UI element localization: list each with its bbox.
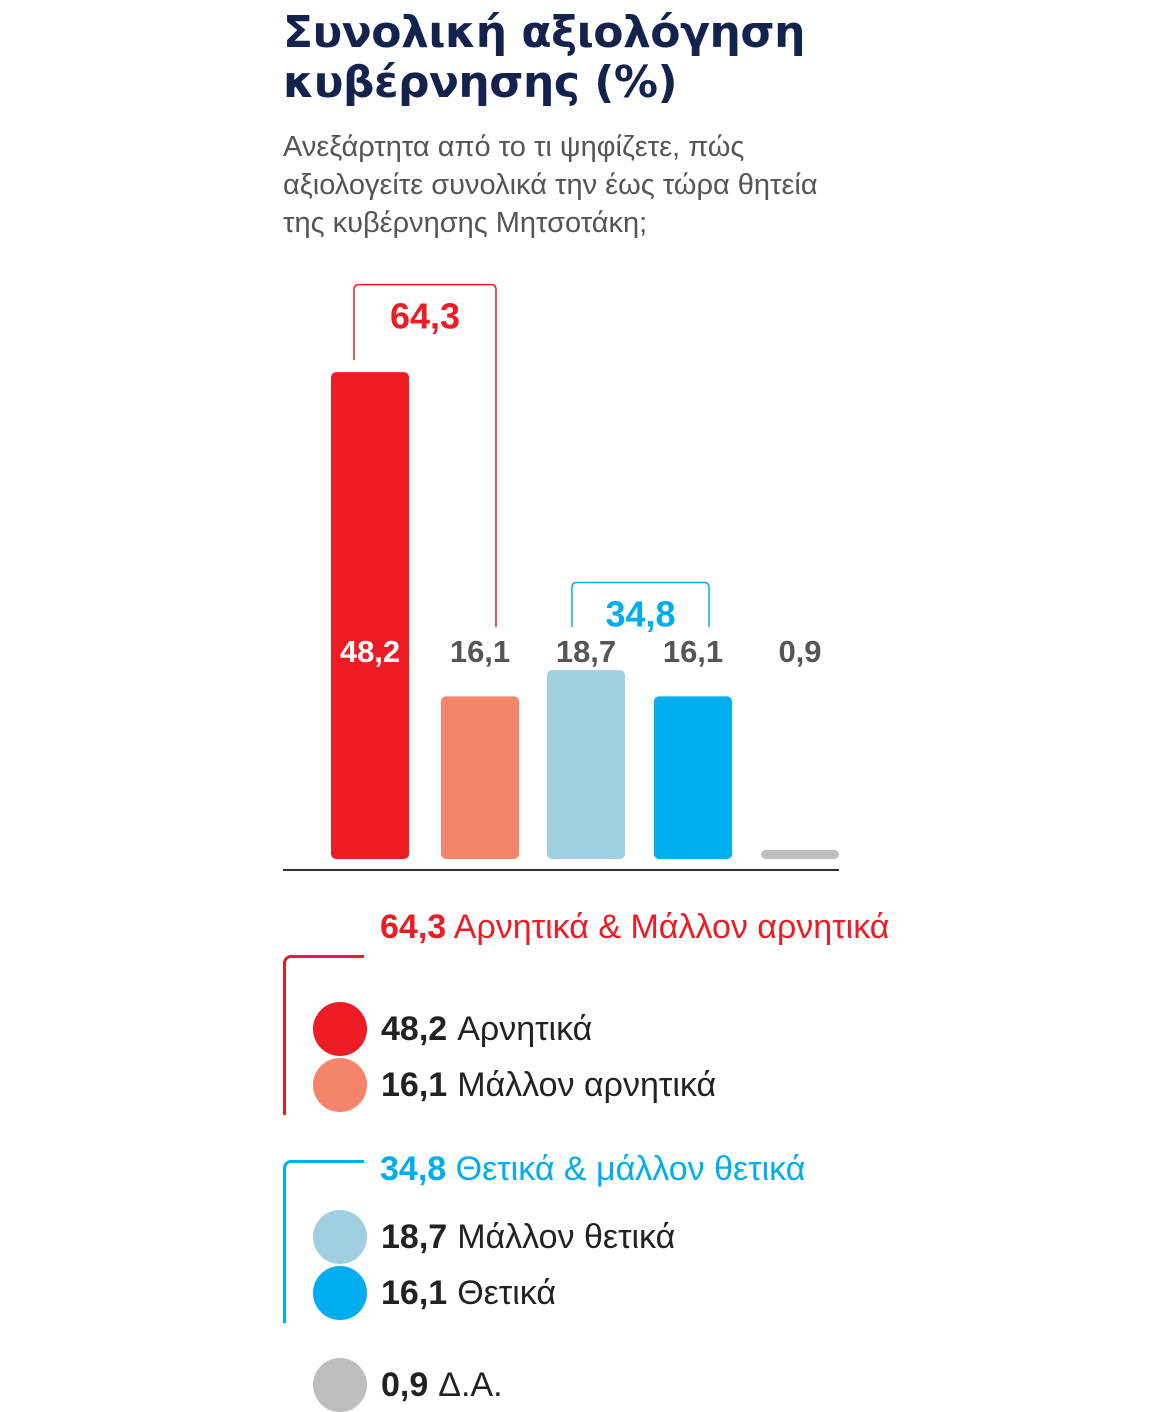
legend-label-no-answer: Δ.Α. — [438, 1365, 503, 1404]
legend-dot-negative — [313, 1002, 367, 1056]
legend-item-rather-negative: 16,1 Μάλλον αρνητικά — [313, 1058, 716, 1112]
legend-value-rather-positive: 18,7 — [381, 1217, 448, 1256]
legend-item-no-answer: 0,9 Δ.Α. — [313, 1358, 503, 1412]
chart-subtitle: Ανεξάρτητα από το τι ψηφίζετε, πώς αξιολ… — [283, 131, 818, 239]
bar-chart: 48,2 16,1 18,7 16,1 0,9 64,3 34,8 — [283, 283, 839, 871]
bar-rather-negative — [441, 696, 519, 859]
legend-group-negative: 64,3 Αρνητικά & Μάλλον αρνητικά — [380, 905, 889, 949]
legend-group-positive-label: Θετικά & μάλλον θετικά — [455, 1150, 806, 1188]
legend-dot-no-answer — [313, 1358, 367, 1412]
legend-dot-rather-positive — [313, 1210, 367, 1264]
legend-label-rather-positive: Μάλλον θετικά — [457, 1217, 676, 1256]
legend-item-negative: 48,2 Αρνητικά — [313, 1002, 592, 1056]
legend-label-rather-negative: Μάλλον αρνητικά — [457, 1065, 717, 1104]
bar-rather-positive — [547, 670, 625, 859]
bar-label-rather-positive: 18,7 — [556, 634, 616, 669]
bar-negative — [331, 372, 409, 859]
legend-brace-positive — [283, 1160, 364, 1323]
chart-title: Συνολική αξιολόγηση κυβέρνησης (%) — [283, 7, 805, 108]
legend-value-negative: 48,2 — [381, 1009, 448, 1048]
legend-label-negative: Αρνητικά — [457, 1009, 593, 1048]
bar-label-negative: 48,2 — [340, 634, 400, 669]
legend: 64,3 Αρνητικά & Μάλλον αρνητικά 48,2 Αρνη… — [283, 905, 889, 1412]
legend-brace-negative — [283, 955, 364, 1115]
group-bracket-negative — [353, 283, 497, 627]
legend-group-positive-value: 34,8 — [380, 1150, 447, 1188]
legend-dot-rather-negative — [313, 1058, 367, 1112]
legend-group-positive: 34,8 Θετικά & μάλλον θετικά — [380, 1147, 805, 1191]
legend-value-rather-negative: 16,1 — [381, 1065, 448, 1104]
legend-item-positive: 16,1 Θετικά — [313, 1266, 556, 1320]
bar-no-answer — [761, 849, 839, 859]
legend-item-rather-positive: 18,7 Μάλλον θετικά — [313, 1210, 675, 1264]
group-total-negative: 64,3 — [390, 296, 460, 337]
bar-label-no-answer: 0,9 — [778, 634, 821, 669]
legend-group-negative-value: 64,3 — [380, 908, 447, 946]
legend-value-positive: 16,1 — [381, 1273, 448, 1312]
legend-label-positive: Θετικά — [457, 1273, 557, 1312]
bar-label-positive: 16,1 — [663, 634, 723, 669]
legend-dot-positive — [313, 1266, 367, 1320]
legend-group-negative-label: Αρνητικά & Μάλλον αρνητικά — [453, 908, 890, 946]
group-total-positive: 34,8 — [605, 594, 675, 635]
legend-value-no-answer: 0,9 — [381, 1365, 429, 1404]
group-bracket-positive — [571, 581, 710, 627]
bar-label-rather-negative: 16,1 — [450, 634, 510, 669]
bar-positive — [654, 696, 732, 859]
